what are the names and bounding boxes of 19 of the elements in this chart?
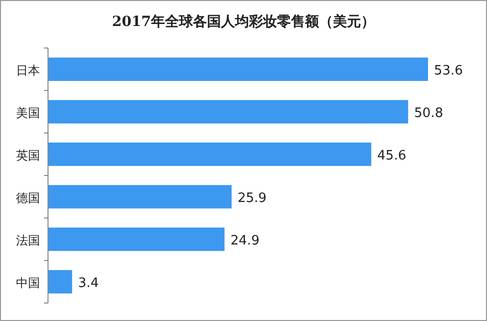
data-label: 25.9	[238, 190, 267, 206]
bar	[48, 185, 232, 208]
y-tick-label: 英国	[16, 148, 40, 162]
bar	[48, 228, 225, 251]
bar	[48, 142, 372, 166]
data-label: 45.6	[377, 148, 406, 164]
data-label: 50.8	[414, 106, 444, 121]
y-tick-label: 法国	[16, 233, 40, 248]
data-label: 24.9	[230, 233, 260, 248]
bar	[48, 58, 428, 81]
y-tick-label: 日本	[16, 63, 40, 78]
data-label: 53.6	[434, 63, 463, 78]
y-tick-label: 中国	[16, 276, 40, 290]
bar	[48, 100, 408, 124]
y-tick-label: 美国	[16, 106, 40, 120]
chart-title: 2017年全球各国人均彩妆零售额（美元）	[112, 13, 375, 30]
y-tick-label: 德国	[16, 190, 40, 205]
bar	[48, 270, 72, 294]
data-label: 3.4	[78, 276, 99, 291]
